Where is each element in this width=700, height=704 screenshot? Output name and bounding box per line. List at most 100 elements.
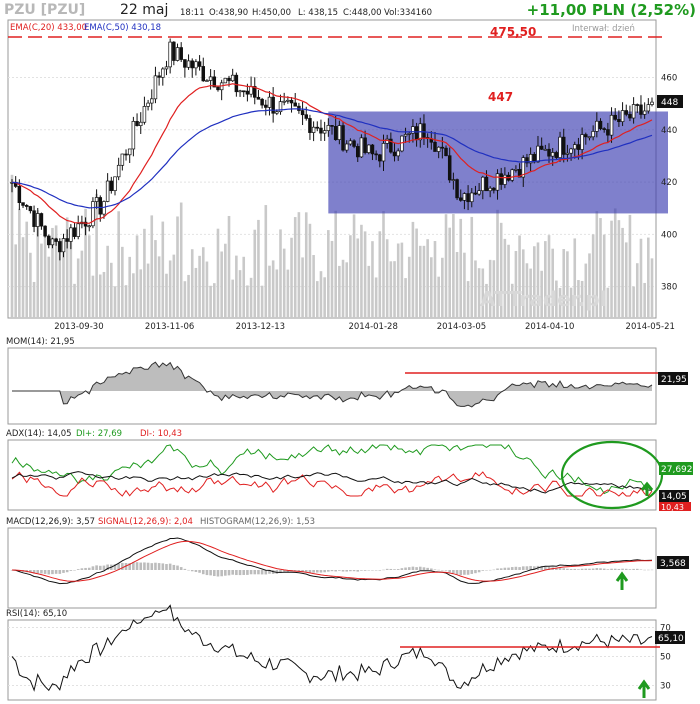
histogram-bar — [459, 570, 463, 576]
candle-body — [127, 148, 132, 156]
volume-bar — [430, 257, 433, 318]
quote-low: L: 438,15 — [298, 8, 339, 18]
volume-bar — [249, 277, 253, 318]
volume-bar — [382, 211, 385, 318]
histogram-bar — [610, 568, 613, 570]
histogram-bar — [371, 570, 374, 571]
adx-arrow-icon — [640, 481, 654, 496]
volume-bar — [415, 228, 418, 318]
histogram-bar — [95, 565, 98, 570]
candle-body — [190, 60, 194, 69]
candle-body — [517, 169, 522, 178]
candle-body — [319, 127, 323, 134]
histogram-bar — [65, 570, 69, 573]
histogram-bar — [595, 568, 599, 570]
volume-bar — [595, 211, 599, 318]
price-tick-label: 460 — [661, 74, 677, 84]
volume-bar — [624, 242, 628, 318]
candle-body — [275, 111, 279, 114]
candle-body — [528, 153, 533, 164]
volume-bar — [25, 221, 29, 318]
histogram-bar — [544, 566, 547, 570]
macd-line — [11, 537, 653, 585]
histogram-bar — [514, 566, 518, 570]
candle-body — [595, 120, 599, 132]
candle-body — [32, 210, 36, 227]
volume-bar — [150, 215, 154, 318]
histogram-bar — [448, 570, 452, 573]
volume-bar — [349, 235, 352, 318]
volume-bar — [187, 274, 190, 318]
candle-body — [639, 104, 643, 115]
candle-body — [414, 126, 419, 141]
volume-bar — [275, 269, 279, 318]
histogram-bar — [477, 570, 481, 573]
histogram-bar — [227, 570, 231, 576]
volume-bar — [157, 256, 161, 318]
adx-legend: ADX(14): 14,05 — [6, 429, 72, 439]
histogram-bar — [327, 570, 330, 572]
volume-bar — [253, 229, 257, 318]
histogram-bar — [168, 563, 172, 570]
histogram-bar — [396, 569, 400, 570]
candle-body — [642, 110, 647, 115]
volume-bar — [628, 214, 632, 318]
volume-bar — [62, 252, 65, 318]
volume-bar — [290, 237, 293, 318]
candle-body — [58, 241, 62, 253]
candle-body — [510, 169, 514, 181]
resistance-label: 475,50 — [490, 25, 536, 39]
volume-bar — [639, 238, 643, 318]
volume-bar — [260, 285, 264, 318]
candle-body — [47, 235, 51, 246]
date-tick-label: 2013-12-13 — [236, 322, 285, 332]
histogram-bar — [146, 562, 150, 570]
volume-bar — [21, 237, 25, 318]
histogram-bar — [98, 565, 102, 570]
volume-bar — [599, 218, 602, 318]
candle-body — [554, 152, 559, 158]
volume-bar — [194, 267, 198, 318]
volume-bar — [65, 217, 69, 318]
candle-body — [69, 227, 73, 242]
candle-body — [109, 180, 114, 191]
rsi-line — [11, 604, 653, 692]
volume-bar — [404, 278, 407, 318]
volume-bar — [102, 271, 106, 318]
histogram-bar — [621, 568, 624, 570]
histogram-bar — [187, 569, 190, 571]
candle-body — [532, 153, 537, 163]
candle-body — [194, 61, 198, 69]
date-tick-label: 2013-11-06 — [145, 322, 194, 332]
candle-body — [499, 173, 503, 185]
candle-body — [330, 125, 334, 127]
volume-bar — [433, 241, 437, 318]
histogram-bar — [496, 568, 499, 570]
volume-bar — [503, 238, 507, 318]
volume-bar — [29, 252, 32, 318]
candle-body — [105, 180, 110, 202]
candle-body — [374, 153, 378, 156]
candle-body — [135, 121, 139, 126]
histogram-bar — [84, 567, 87, 570]
histogram-bar — [246, 570, 249, 575]
histogram-bar — [433, 569, 437, 570]
volume-bar — [238, 270, 242, 318]
volume-bar — [584, 263, 588, 318]
rsi-panel — [7, 619, 657, 701]
histogram-bar — [455, 570, 459, 575]
chart-header: PZU [PZU] 22 maj 18:11 O:438,90 H:450,00… — [0, 0, 700, 20]
histogram-bar — [157, 563, 161, 570]
candle-body — [98, 197, 103, 215]
volume-bar — [58, 247, 62, 318]
candle-body — [617, 118, 621, 123]
volume-bar — [179, 202, 183, 318]
macd-arrow-icon — [615, 571, 629, 590]
candlestick-series — [10, 38, 654, 261]
candle-body — [186, 60, 191, 68]
candle-body — [495, 173, 500, 191]
histogram-bar — [91, 566, 95, 570]
candle-body — [352, 140, 356, 147]
candle-body — [256, 96, 261, 100]
volume-bar — [198, 255, 201, 318]
